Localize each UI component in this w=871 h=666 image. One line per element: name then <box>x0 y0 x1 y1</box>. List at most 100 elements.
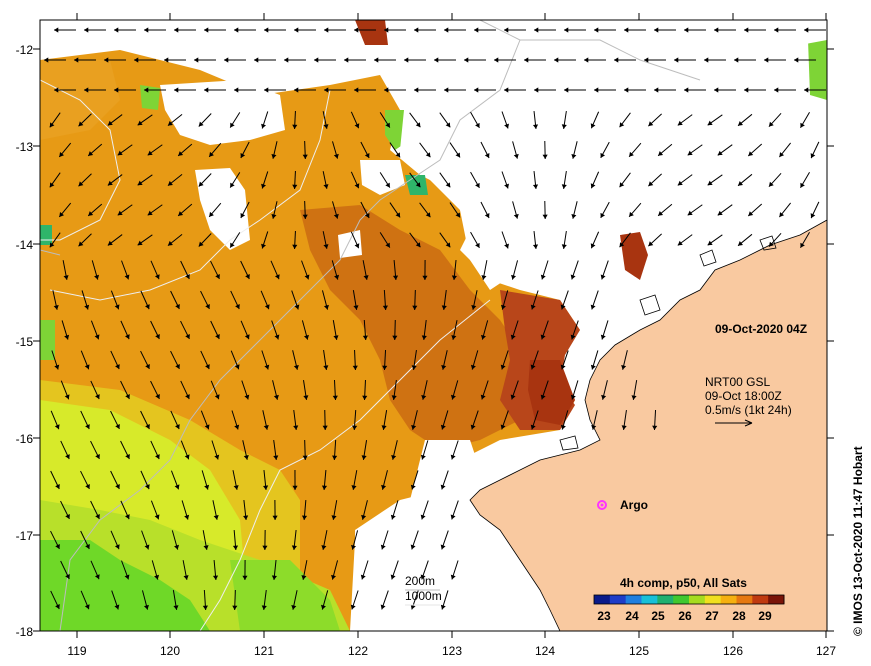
current-vector-head <box>204 424 210 430</box>
current-vector-head <box>85 424 90 430</box>
current-vector-head <box>450 574 456 580</box>
current-vector-head <box>94 574 100 580</box>
current-vector-head <box>322 425 328 430</box>
current-vector-head <box>415 182 421 188</box>
current-vector-head <box>333 153 339 159</box>
current-vector-head <box>114 544 120 550</box>
current-vector-head <box>95 394 100 400</box>
current-vector-head <box>333 335 339 340</box>
current-vector-head <box>554 57 559 63</box>
current-legend: NRT00 GSL 09-Oct 18:00Z 0.5m/s (1kt 24h) <box>705 375 792 427</box>
current-vector-head <box>475 122 480 128</box>
current-vector-head <box>744 87 749 93</box>
current-vector-head <box>232 605 238 610</box>
current-vector-head <box>444 27 449 33</box>
current-vector-head <box>293 425 299 430</box>
current-vector-head <box>54 364 60 370</box>
current-vector-head <box>198 241 204 247</box>
current-vector-head <box>385 122 390 128</box>
current-vector-head <box>244 394 250 400</box>
current-vector-head <box>648 181 654 187</box>
colorbar-tick: 23 <box>597 609 611 623</box>
current-vector-head <box>532 124 539 129</box>
current-vector-head <box>65 454 70 460</box>
colorbar: 4h comp, p50, All Sats 23 24 25 26 27 28… <box>593 576 785 623</box>
current-vector-head <box>624 87 629 93</box>
current-vector-head <box>764 57 769 63</box>
plot-frame <box>39 19 828 632</box>
current-vector-head <box>380 604 386 610</box>
current-vector-head <box>677 240 683 246</box>
current-vector-head <box>292 244 298 249</box>
current-vector-head <box>54 424 60 430</box>
current-vector-head <box>532 244 539 249</box>
current-vector-head <box>55 484 60 490</box>
current-vector-head <box>354 183 360 189</box>
current-vector-head <box>84 304 90 310</box>
current-vector-head <box>84 27 89 33</box>
current-vector-head <box>274 334 280 340</box>
y-tick-label: -17 <box>16 529 34 543</box>
current-vector-head <box>85 483 90 489</box>
current-vector-head <box>323 184 329 189</box>
current-vector-head <box>54 27 59 33</box>
current-vector-head <box>768 241 774 247</box>
current-vector-head <box>584 57 589 63</box>
current-vector-head <box>504 183 510 189</box>
current-vector-head <box>451 335 457 340</box>
current-vector-head <box>331 574 337 580</box>
current-vector-head <box>154 514 160 520</box>
current-vector-head <box>321 485 328 490</box>
current-vector-head <box>594 27 599 33</box>
current-vector-head <box>55 604 60 610</box>
current-vector-head <box>144 27 149 33</box>
current-vector-head <box>600 152 606 158</box>
current-vector-head <box>540 274 546 280</box>
current-vector-head <box>381 425 387 430</box>
current-vector-head <box>324 87 329 93</box>
current-vector-head <box>474 27 479 33</box>
current-vector-head <box>117 210 123 216</box>
current-vector-head <box>263 485 269 490</box>
current-vector-head <box>415 242 421 248</box>
current-vector-head <box>390 514 396 520</box>
argo-marker <box>597 500 607 510</box>
current-vector-head <box>504 27 509 33</box>
current-vector-head <box>351 544 357 550</box>
current-vector-head <box>392 275 399 280</box>
current-vector-head <box>155 454 160 460</box>
current-vector-head <box>185 394 190 400</box>
colorbar-tick: 28 <box>732 609 746 623</box>
colorbar-tick: 24 <box>625 609 639 623</box>
current-vector-head <box>530 424 536 430</box>
current-vector-head <box>674 57 679 63</box>
current-vector-head <box>704 57 709 63</box>
current-vector-head <box>271 214 277 219</box>
current-vector-head <box>414 87 419 93</box>
date-label: 09-Oct-2020 04Z <box>715 322 807 336</box>
current-vector-head <box>144 484 150 490</box>
current-vector-head <box>530 364 536 370</box>
current-vector-head <box>115 484 120 489</box>
current-vector-head <box>542 154 548 159</box>
current-vector-head <box>621 364 627 370</box>
current-vector-head <box>800 182 805 188</box>
current-vector-head <box>450 454 456 460</box>
current-vector-head <box>331 515 337 520</box>
current-vector-head <box>774 27 779 33</box>
current-vector-head <box>707 180 713 186</box>
current-vector-head <box>49 182 55 188</box>
current-vector-head <box>88 211 94 216</box>
axis-ticks <box>33 13 834 638</box>
current-vector-head <box>124 334 130 340</box>
current-vector-head <box>744 27 749 33</box>
current-vector-head <box>234 27 239 33</box>
current-vector-head <box>114 27 119 33</box>
current-vector-head <box>215 273 220 279</box>
current-vector-head <box>774 87 779 93</box>
current-vector-head <box>590 183 596 189</box>
current-vector-head <box>677 120 683 126</box>
current-vector-head <box>291 545 297 550</box>
current-vector-head <box>115 364 120 370</box>
current-vector-head <box>261 183 266 189</box>
